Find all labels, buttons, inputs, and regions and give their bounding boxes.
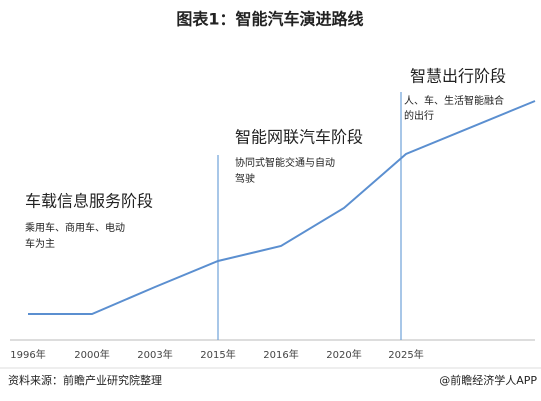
timeline-label: 2000年	[74, 348, 109, 361]
stage-description: 乘用车、商用车、电动	[25, 221, 125, 234]
timeline-label: 1996年	[10, 348, 45, 361]
stage-description: 车为主	[25, 237, 55, 250]
evolution-line	[28, 100, 536, 315]
timeline-label: 2003年	[137, 348, 172, 361]
timeline-label: 2020年	[326, 348, 361, 361]
timeline-labels: 1996年 2000年 2003年 2015年 2016年 2020年 2025年	[10, 348, 423, 361]
timeline-label: 2025年	[388, 348, 423, 361]
stage-description: 驾驶	[235, 172, 255, 185]
timeline-label: 2016年	[263, 348, 298, 361]
stage-description: 的出行	[404, 109, 434, 122]
source: 资料来源：前瞻产业研究院整理	[8, 373, 162, 387]
stage-title: 车载信息服务阶段	[25, 192, 153, 211]
stage-title: 智慧出行阶段	[410, 67, 506, 86]
credit: @前瞻经济学人APP	[439, 373, 537, 387]
stage-title: 智能网联汽车阶段	[235, 128, 363, 147]
stage-description: 协同式智能交通与自动	[235, 156, 335, 169]
timeline-label: 2015年	[200, 348, 235, 361]
stage-description: 人、车、生活智能融合	[404, 94, 504, 107]
title: 图表1：智能汽车演进路线	[176, 10, 363, 29]
